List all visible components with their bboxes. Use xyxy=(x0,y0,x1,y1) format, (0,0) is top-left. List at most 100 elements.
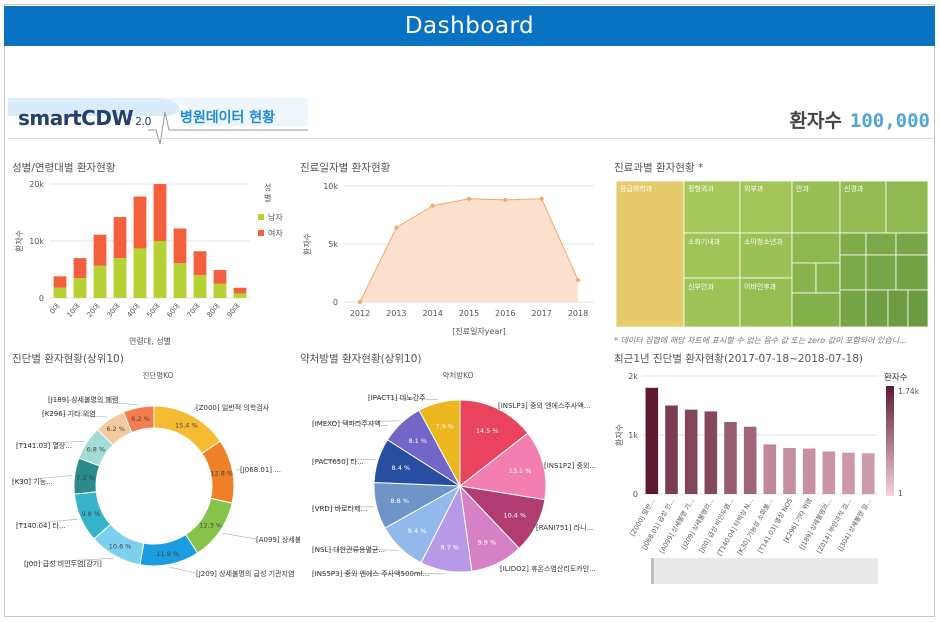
treemap-cell xyxy=(839,232,867,256)
slice-label: [K30] 기능... xyxy=(12,477,53,486)
y-tick-label: 10k xyxy=(323,182,338,191)
slice-value-label: 13.1 % xyxy=(509,467,532,475)
slice-value-label: 12.8 % xyxy=(210,469,233,477)
slice-label: [IMEXO] 덱파라주사액... xyxy=(312,419,387,428)
gender-age-chart: 0 10k 20k 0대 10대 20대 30대 40대 50대 60대 70대 80대 90대연령대,… xyxy=(14,180,283,346)
patient-total: 환자수 100,000 xyxy=(789,106,930,133)
bar-segment xyxy=(53,276,67,288)
y-axis-label: 환자수 xyxy=(14,230,24,252)
bar-segment xyxy=(153,241,167,298)
bar-segment xyxy=(53,287,67,298)
bar xyxy=(704,411,718,494)
pie-slice xyxy=(418,399,461,487)
bar xyxy=(724,422,737,494)
x-tick-label: [T140.04] 타박상 N... xyxy=(715,497,755,558)
slice-label: [J189] 상세불명의 폐렴 xyxy=(48,395,118,404)
x-axis-label: [진료일자year] xyxy=(452,326,506,336)
chart-note: * 데이터 집합에 해당 차트에 표시할 수 없는 음수 값 또는 zero 값… xyxy=(614,336,907,345)
slice-value-label: 7.2 % xyxy=(76,474,95,482)
bar-segment xyxy=(113,258,127,298)
treemap-cell xyxy=(865,289,889,327)
treemap-cell xyxy=(865,232,897,256)
treemap-label: 안과 xyxy=(796,184,809,193)
pie-slice xyxy=(153,405,221,455)
x-tick-label: 2016 xyxy=(495,309,515,318)
treemap-cell xyxy=(839,254,867,291)
slice-label: [INSLP3] 중외 엔에스주사액... xyxy=(498,401,590,410)
legend-label: 남자 xyxy=(268,213,283,222)
legend-swatch xyxy=(258,230,264,236)
bar-segment xyxy=(193,275,207,298)
data-point xyxy=(394,225,399,230)
slice-value-label: 9.4 % xyxy=(408,527,427,535)
x-tick-label: 2013 xyxy=(386,309,406,318)
y-tick-label: 5k xyxy=(328,240,338,249)
treemap-cell xyxy=(683,232,741,279)
pie-slice xyxy=(458,432,547,501)
prescription-pie-chart: 약처방KO 14.5 % [INSLP3] 중외 엔에스주사액... 13.1 % [I… xyxy=(311,370,596,578)
treemap-cell xyxy=(683,277,741,327)
slice-label: [NSL] 대한관류용멸균... xyxy=(312,545,385,554)
y-tick-label: 0 xyxy=(633,490,638,499)
x-tick-label: 10대 xyxy=(66,302,82,319)
slice-leader-line xyxy=(15,518,78,526)
slice-label: [A099] 상세불명 ... xyxy=(256,535,300,544)
treemap-cell xyxy=(895,232,928,256)
chart-scrollbar-handle[interactable] xyxy=(651,558,654,584)
treemap-cell xyxy=(739,277,793,327)
slice-leader-line xyxy=(235,468,241,471)
x-tick-label: 2012 xyxy=(350,309,370,318)
slice-label: [RANI751] 라니... xyxy=(536,523,593,532)
bar xyxy=(842,452,855,494)
brand-swoosh xyxy=(8,98,308,145)
chart-scrollbar[interactable] xyxy=(651,558,878,584)
department-title: 진료과별 환자현황 * xyxy=(614,162,704,174)
pie-slice xyxy=(459,399,529,488)
slice-leader-line xyxy=(222,532,257,540)
treemap-cell xyxy=(791,262,817,294)
treemap-label: 외부과 xyxy=(744,184,764,193)
treemap-cell xyxy=(885,181,928,234)
y-tick-label: 2k xyxy=(628,372,638,381)
slice-leader-line xyxy=(170,567,197,574)
slice-label: [T140.04] 타... xyxy=(16,521,66,530)
slice-value-label: 6.2 % xyxy=(106,425,125,433)
slice-leader-line xyxy=(311,459,376,462)
treemap-cell xyxy=(839,289,867,327)
x-axis-label: 연령대, 성별 xyxy=(129,336,171,346)
bar xyxy=(802,448,816,494)
x-tick-label: [T141.03] 열상 NOS xyxy=(755,497,794,555)
slice-leader-line xyxy=(535,526,539,528)
pie-slice xyxy=(122,405,155,434)
brand-subtitle: 병원데이터 현황 xyxy=(180,110,276,126)
brand-version: 2.0 xyxy=(135,115,152,128)
slice-value-label: 6.8 % xyxy=(87,445,106,453)
bar xyxy=(763,444,777,494)
chart-subtitle: 약처방KO xyxy=(442,370,473,380)
slice-value-label: 7.9 % xyxy=(436,422,455,430)
slice-leader-line xyxy=(311,506,374,509)
bar-segment xyxy=(133,196,147,249)
x-tick-label: [K30] 기능성 소화불... xyxy=(735,497,775,557)
y-tick-label: 1k xyxy=(628,431,638,440)
x-tick-label: 2015 xyxy=(459,309,479,318)
legend-title: 성 xyxy=(264,183,271,192)
slice-value-label: 6.2 % xyxy=(131,415,150,423)
bar-segment xyxy=(93,234,107,266)
bar-segment xyxy=(193,251,207,276)
slice-leader-line xyxy=(311,420,400,424)
y-tick-label: 10k xyxy=(29,237,44,246)
data-point xyxy=(539,196,544,201)
slice-value-label: 8.4 % xyxy=(392,464,411,472)
x-tick-label: 2018 xyxy=(568,309,588,318)
slice-value-label: 9.9 % xyxy=(478,538,497,546)
legend-color-bar xyxy=(886,386,894,496)
dashboard-title: Dashboard xyxy=(4,6,935,46)
treemap-label: 응급의학과 xyxy=(620,184,653,193)
x-tick-label: [A099] 상세불명 기... xyxy=(657,497,696,555)
brand-name-text: smartCDW xyxy=(18,106,134,130)
slice-value-label: 10.6 % xyxy=(109,543,132,551)
treemap-cell xyxy=(791,232,841,264)
bar-segment xyxy=(173,263,187,298)
